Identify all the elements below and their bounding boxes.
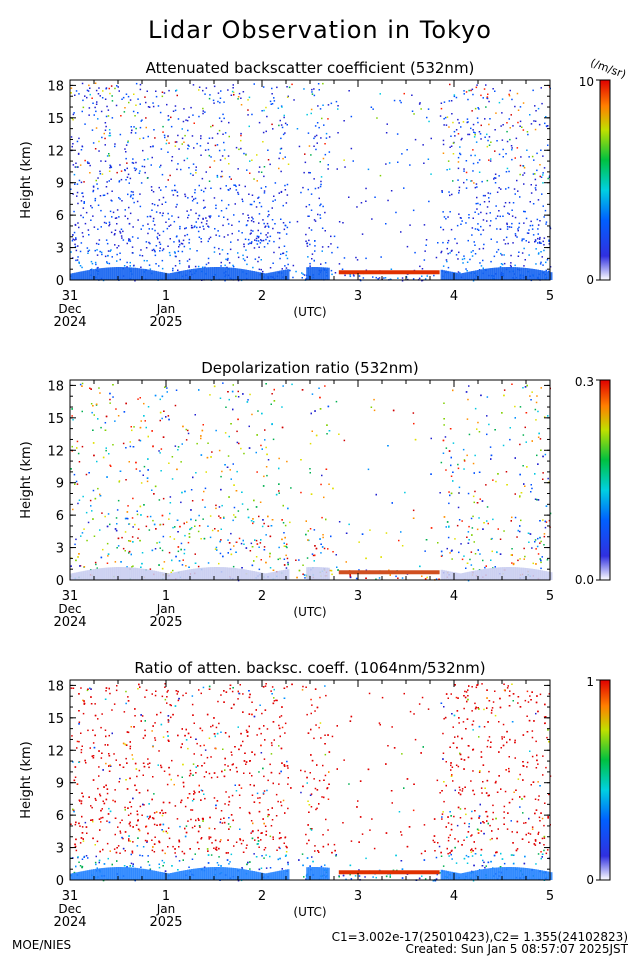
x-tick-label: 1: [162, 589, 170, 604]
y-tick-label: 9: [56, 777, 64, 792]
y-tick-label: 3: [56, 542, 64, 557]
heatmap-field: [70, 382, 553, 582]
x-tick-label: 2: [258, 289, 266, 304]
x-tick-label: 2: [258, 589, 266, 604]
chart-title: Ratio of atten. backsc. coeff. (1064nm/5…: [134, 659, 485, 677]
chart-panel-3: Ratio of atten. backsc. coeff. (1064nm/5…: [19, 659, 611, 930]
x-tick-label: 1: [162, 289, 170, 304]
x-tick-label: 5: [546, 289, 554, 304]
plot-frame: [69, 679, 551, 881]
y-tick-label: 12: [47, 444, 64, 459]
x-tick-year: 2025: [149, 915, 182, 930]
x-tick-month: Jan: [156, 302, 176, 316]
y-tick-label: 6: [56, 809, 64, 824]
chart-panel-2: Depolarization ratio (532nm)0369121518He…: [19, 359, 611, 630]
x-tick-label: 5: [546, 589, 554, 604]
colorbar: 10: [586, 675, 611, 887]
x-tick-month: Jan: [156, 902, 176, 916]
x-axis-label: (UTC): [293, 305, 326, 319]
x-tick-month: Jan: [156, 602, 176, 616]
plot-frame: [69, 79, 551, 281]
y-tick-label: 0: [56, 274, 64, 289]
y-tick-label: 15: [47, 712, 64, 727]
x-tick-label: 31: [62, 289, 79, 304]
colorbar: 0.3 0.0: [575, 375, 611, 587]
y-tick-label: 9: [56, 477, 64, 492]
footer-calibration: C1=3.002e-17(25010423),C2= 1.355(2410282…: [332, 930, 628, 944]
y-tick-label: 6: [56, 209, 64, 224]
x-tick-label: 5: [546, 889, 554, 904]
y-tick-label: 0: [56, 874, 64, 889]
x-tick-label: 3: [354, 889, 362, 904]
x-tick-label: 1: [162, 889, 170, 904]
colorbar-min-label: 0: [586, 873, 594, 887]
chart-title: Attenuated backscatter coefficient (532n…: [146, 59, 475, 77]
y-axis-label: Height (km): [19, 441, 34, 518]
y-tick-label: 18: [47, 679, 64, 694]
x-tick-label: 2: [258, 889, 266, 904]
heatmap-field: [70, 683, 553, 882]
x-tick-label: 4: [450, 289, 458, 304]
colorbar: 10 0 (/m/sr): [579, 56, 628, 287]
x-tick-year: 2025: [149, 315, 182, 330]
y-tick-label: 0: [56, 574, 64, 589]
chart-panel-1: Attenuated backscatter coefficient (532n…: [19, 56, 628, 330]
y-tick-label: 12: [47, 144, 64, 159]
x-tick-year: 2025: [149, 615, 182, 630]
y-tick-label: 6: [56, 509, 64, 524]
colorbar-unit-label: (/m/sr): [589, 56, 628, 81]
colorbar-gradient: [599, 379, 611, 581]
y-tick-label: 18: [47, 379, 64, 394]
y-tick-label: 3: [56, 842, 64, 857]
colorbar-min-label: 0.0: [575, 573, 594, 587]
colorbar-max-label: 0.3: [575, 375, 594, 389]
footer-created: Created: Sun Jan 5 08:57:07 2025JST: [406, 942, 629, 956]
y-tick-label: 18: [47, 79, 64, 94]
x-tick-label: 4: [450, 889, 458, 904]
x-tick-month: Dec: [58, 302, 81, 316]
x-axis-label: (UTC): [293, 905, 326, 919]
colorbar-max-label: 1: [586, 675, 594, 689]
x-tick-label: 3: [354, 289, 362, 304]
page-title: Lidar Observation in Tokyo: [148, 16, 492, 44]
x-tick-month: Dec: [58, 602, 81, 616]
y-axis-label: Height (km): [19, 141, 34, 218]
y-tick-label: 15: [47, 112, 64, 127]
x-tick-label: 4: [450, 589, 458, 604]
x-axis-label: (UTC): [293, 605, 326, 619]
colorbar-gradient: [599, 79, 611, 281]
y-tick-label: 3: [56, 242, 64, 257]
y-axis-label: Height (km): [19, 741, 34, 818]
y-tick-label: 9: [56, 177, 64, 192]
x-tick-label: 31: [62, 889, 79, 904]
x-tick-label: 3: [354, 589, 362, 604]
x-tick-year: 2024: [53, 915, 86, 930]
colorbar-max-label: 10: [579, 75, 594, 89]
x-tick-month: Dec: [58, 902, 81, 916]
y-tick-label: 15: [47, 412, 64, 427]
footer-credit: MOE/NIES: [12, 938, 71, 952]
chart-title: Depolarization ratio (532nm): [201, 359, 419, 377]
heatmap-field: [70, 82, 553, 282]
x-tick-year: 2024: [53, 315, 86, 330]
x-tick-label: 31: [62, 589, 79, 604]
colorbar-gradient: [599, 679, 611, 881]
y-tick-label: 12: [47, 744, 64, 759]
x-tick-year: 2024: [53, 615, 86, 630]
colorbar-min-label: 0: [586, 273, 594, 287]
